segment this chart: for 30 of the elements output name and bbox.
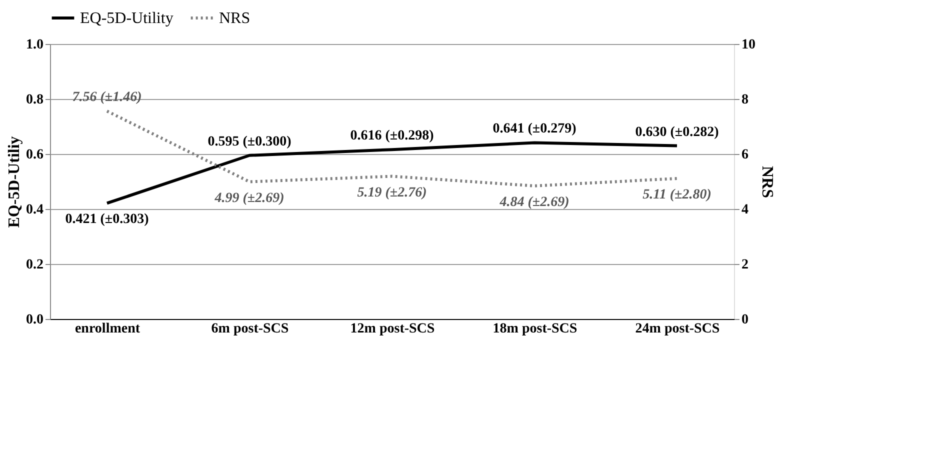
y2-tick-label: 6 (742, 148, 748, 162)
x-tick-label: 24m post-SCS (635, 322, 720, 336)
y-tick-label: 0.2 (26, 258, 44, 272)
y2-axis-title: NRS (758, 166, 776, 198)
data-label: 5.19 (±2.76) (357, 185, 427, 200)
y-axis-title: EQ-5D-Utiliy (6, 136, 23, 228)
legend-label: EQ-5D-Utility (80, 10, 174, 27)
legend-label: NRS (219, 10, 250, 27)
data-label: 0.630 (±0.282) (635, 124, 720, 140)
x-tick-label: 6m post-SCS (211, 322, 289, 336)
y-tick-label: 0.4 (26, 202, 44, 218)
y-tick-label: 0.6 (26, 148, 44, 162)
data-label: 0.616 (±0.298) (350, 128, 434, 144)
data-label: 5.11 (±2.80) (642, 187, 712, 202)
y-tick-label: 0.0 (26, 312, 44, 328)
x-tick-label: enrollment (74, 322, 140, 336)
data-label: 4.99 (±2.69) (214, 190, 284, 206)
y2-tick-label: 2 (742, 258, 748, 272)
y2-tick-label: 0 (742, 312, 748, 328)
data-label: 4.84 (±2.69) (498, 194, 570, 210)
data-label: 0.595 (±0.300) (208, 134, 292, 150)
y-tick-label: 0.8 (26, 92, 44, 108)
x-tick-label: 12m post-SCS (350, 322, 435, 336)
y2-tick-label: 4 (742, 202, 748, 218)
y2-tick-label: 8 (742, 92, 748, 108)
y2-tick-label: 10 (742, 38, 756, 52)
data-label: 0.421 (±0.303) (65, 212, 150, 228)
data-label: 0.641 (±0.279) (492, 122, 577, 137)
x-tick-label: 18m post-SCS (492, 322, 578, 336)
y-tick-label: 1.0 (26, 38, 44, 52)
